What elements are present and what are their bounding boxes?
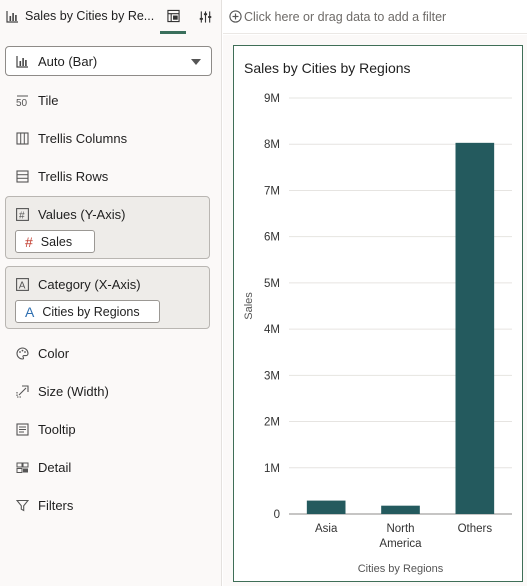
detail-label: Detail bbox=[38, 459, 72, 475]
visualization-tab[interactable]: Sales by Cities by Re... bbox=[6, 0, 154, 32]
category-pill-label: Cities by Regions bbox=[42, 304, 140, 319]
y-tick-label: 6M bbox=[264, 232, 280, 244]
trellis-rows-icon bbox=[16, 169, 29, 183]
y-tick-label: 9M bbox=[264, 93, 280, 105]
y-tick-label: 3M bbox=[264, 370, 280, 382]
detail-icon bbox=[16, 461, 29, 474]
chart-type-select[interactable]: Auto (Bar) bbox=[5, 46, 212, 76]
attribute-box-icon: A bbox=[16, 277, 29, 291]
tile-drop-target[interactable]: 50 Tile bbox=[16, 89, 58, 111]
bar-chart-icon bbox=[6, 10, 19, 23]
bar-chart: 0 1M 2M 3M 4M 5M 6M 7M 8M 9M Asia North America Other… bbox=[243, 93, 512, 575]
bar[interactable] bbox=[381, 505, 420, 514]
grammar-panel: Sales by Cities by Re... Auto (Bar) 50 T… bbox=[0, 0, 222, 586]
x-tick-label: North America bbox=[379, 523, 422, 550]
cities-by-regions-pill[interactable]: A Cities by Regions bbox=[15, 300, 160, 323]
size-drop-target[interactable]: Size (Width) bbox=[16, 380, 109, 402]
x-axis-title: Cities by Regions bbox=[358, 563, 444, 575]
trellis-rows-drop-target[interactable]: Trellis Rows bbox=[16, 165, 108, 187]
visualization-tab-label: Sales by Cities by Re... bbox=[25, 9, 155, 23]
y-tick-label: 5M bbox=[264, 278, 280, 290]
hash-box-icon: # bbox=[16, 207, 29, 221]
color-drop-target[interactable]: Color bbox=[16, 342, 69, 364]
values-header: # Values (Y-Axis) bbox=[16, 203, 125, 225]
size-label: Size (Width) bbox=[38, 383, 109, 399]
add-filter-icon[interactable] bbox=[229, 10, 242, 23]
category-label: Category (X-Axis) bbox=[38, 276, 141, 292]
values-label: Values (Y-Axis) bbox=[38, 206, 126, 222]
properties-tab[interactable] bbox=[192, 0, 218, 34]
filter-placeholder: Click here or drag data to add a filter bbox=[244, 9, 447, 24]
chart-card[interactable]: Sales by Cities by Regions 0 1M 2M 3M 4M 5M 6M… bbox=[233, 45, 523, 582]
filters-label: Filters bbox=[38, 497, 74, 513]
y-tick-label: 7M bbox=[264, 185, 280, 197]
values-drop-target[interactable]: # Values (Y-Axis) # Sales bbox=[5, 196, 210, 259]
size-icon bbox=[16, 384, 29, 398]
filter-funnel-icon bbox=[16, 499, 29, 512]
y-tick-label: 4M bbox=[264, 324, 280, 336]
chevron-down-icon bbox=[191, 59, 201, 65]
color-label: Color bbox=[38, 345, 70, 361]
category-drop-target[interactable]: A Category (X-Axis) A Cities by Regions bbox=[5, 266, 210, 329]
y-tick-label: 1M bbox=[264, 463, 280, 475]
palette-icon bbox=[16, 346, 29, 360]
tooltip-label: Tooltip bbox=[38, 421, 76, 437]
bar[interactable] bbox=[306, 500, 346, 514]
y-tick-label: 0 bbox=[274, 509, 280, 521]
grammar-tab[interactable] bbox=[160, 0, 186, 34]
x-tick-label: Others bbox=[458, 523, 493, 535]
x-tick-label: Asia bbox=[315, 523, 338, 535]
sales-pill-label: Sales bbox=[40, 234, 73, 249]
filter-bar[interactable]: Click here or drag data to add a filter bbox=[223, 0, 527, 34]
tile-label: Tile bbox=[38, 92, 59, 108]
properties-icon bbox=[199, 11, 212, 24]
attribute-a-icon: A bbox=[25, 303, 35, 320]
svg-text:50: 50 bbox=[16, 98, 28, 107]
y-axis-title: Sales bbox=[243, 292, 255, 320]
tile-icon: 50 bbox=[16, 94, 29, 107]
tooltip-icon bbox=[16, 422, 29, 436]
y-tick-label: 2M bbox=[264, 417, 280, 429]
trellis-rows-label: Trellis Rows bbox=[38, 168, 109, 184]
y-tick-label: 8M bbox=[264, 139, 280, 151]
chart-type-value: Auto (Bar) bbox=[38, 53, 98, 69]
trellis-columns-label: Trellis Columns bbox=[38, 130, 128, 146]
measure-hash-icon: # bbox=[25, 233, 33, 250]
svg-text:A: A bbox=[19, 280, 26, 291]
filters-drop-target[interactable]: Filters bbox=[16, 494, 73, 516]
grammar-icon bbox=[166, 9, 180, 22]
tooltip-drop-target[interactable]: Tooltip bbox=[16, 418, 76, 440]
bar-chart-icon bbox=[16, 55, 29, 68]
bar[interactable] bbox=[455, 142, 495, 514]
svg-text:#: # bbox=[19, 210, 25, 221]
sales-measure-pill[interactable]: # Sales bbox=[15, 230, 95, 253]
panel-tab-bar: Sales by Cities by Re... bbox=[0, 0, 222, 34]
trellis-columns-drop-target[interactable]: Trellis Columns bbox=[16, 127, 127, 149]
category-header: A Category (X-Axis) bbox=[16, 273, 141, 295]
detail-drop-target[interactable]: Detail bbox=[16, 456, 71, 478]
trellis-columns-icon bbox=[16, 131, 29, 145]
chart-title: Sales by Cities by Regions bbox=[244, 60, 411, 76]
